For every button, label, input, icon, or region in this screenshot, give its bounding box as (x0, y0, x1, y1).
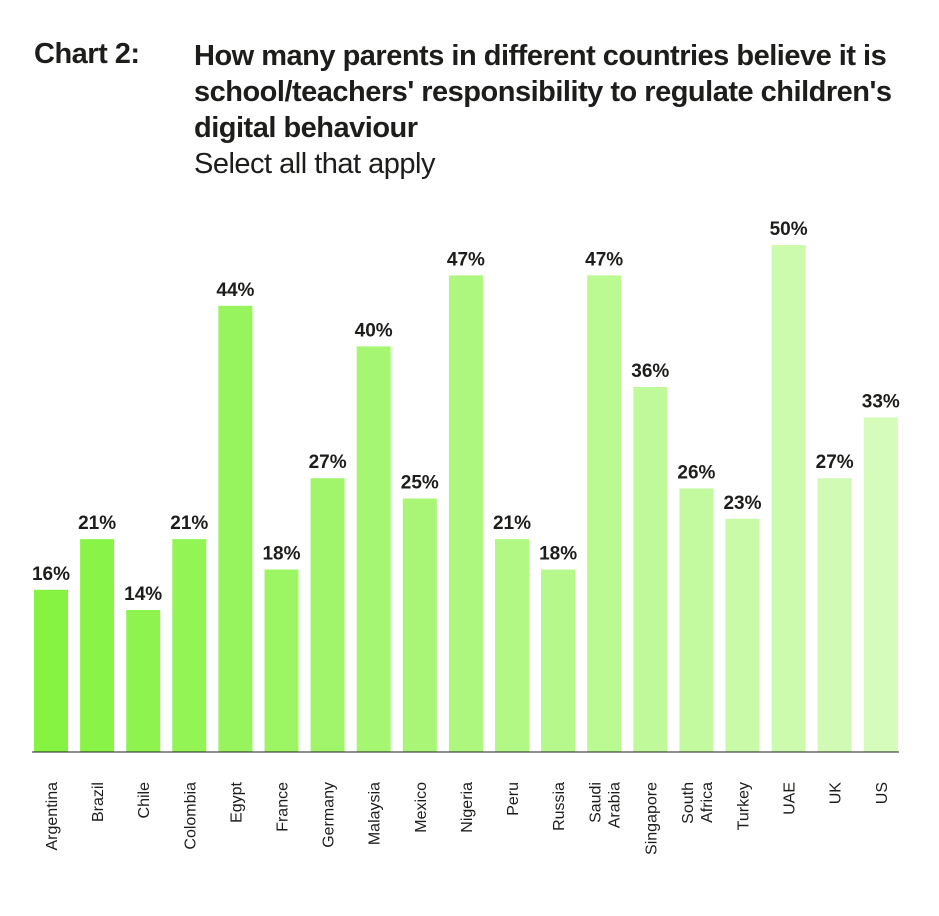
category-label: Singapore (643, 782, 660, 855)
category-label-line: Malaysia (367, 782, 384, 845)
data-label: 33% (862, 391, 900, 412)
category-label: Egypt (228, 781, 245, 822)
category-label-line: Argentina (44, 782, 61, 851)
bar (218, 305, 253, 752)
category-label-line: UAE (782, 782, 799, 815)
category-label: UAE (782, 782, 799, 815)
category-label: US (874, 782, 891, 804)
category-label-line: Turkey (736, 782, 753, 830)
data-label: 16% (32, 564, 70, 585)
category-label: Colombia (182, 782, 199, 850)
bar (448, 275, 483, 752)
data-label: 21% (78, 513, 116, 534)
bar (771, 245, 806, 752)
bar (817, 478, 852, 752)
bar (34, 589, 68, 752)
bar (80, 539, 115, 752)
data-label: 36% (631, 361, 669, 382)
category-label-line: Arabia (607, 782, 624, 828)
category-label-line: Chile (136, 782, 153, 819)
bar (495, 539, 529, 752)
category-label-line: UK (828, 782, 845, 805)
data-labels-group: 16% 21% 14% 21% 44% 18% 27% 40% 25% 47% 21% 18% 47% 3… (32, 219, 900, 605)
category-label: Brazil (90, 782, 107, 822)
bars-group (34, 245, 898, 752)
category-label-line: Brazil (90, 782, 107, 822)
bar (541, 569, 576, 752)
category-label-line: Saudi (588, 782, 605, 823)
category-label: Mexico (413, 782, 430, 833)
category-label: Nigeria (459, 782, 476, 833)
data-label: 25% (401, 473, 439, 494)
category-label: Turkey (736, 782, 753, 830)
bar (679, 488, 714, 752)
category-label-line: Nigeria (459, 782, 476, 833)
data-label: 23% (723, 493, 761, 514)
chart-subtitle: Select all that apply (194, 148, 435, 180)
data-label: 14% (124, 584, 162, 605)
title-block: How many parents in different countries … (194, 38, 914, 182)
data-label: 50% (770, 219, 808, 240)
category-label-line: US (874, 782, 891, 804)
category-label-line: Russia (551, 782, 568, 831)
data-label: 47% (585, 249, 623, 270)
bar (264, 569, 299, 752)
category-label: Germany (321, 782, 338, 848)
category-label: Peru (505, 782, 522, 816)
data-label: 47% (447, 249, 485, 270)
category-label-line: Colombia (182, 782, 199, 850)
bar (725, 518, 760, 752)
bar (172, 539, 207, 752)
bar (356, 346, 391, 752)
category-label: Malaysia (367, 782, 384, 845)
chart-number-label: Chart 2: (34, 38, 140, 70)
bar (126, 610, 161, 752)
category-label: Russia (551, 782, 568, 831)
category-label: UK (828, 782, 845, 805)
category-label-line: Singapore (643, 782, 660, 855)
bar (402, 498, 437, 752)
category-label-line: Peru (505, 782, 522, 816)
data-label: 18% (539, 544, 577, 565)
bar (310, 478, 345, 752)
data-label: 21% (170, 513, 208, 534)
bar (863, 417, 898, 752)
category-label-line: South (680, 782, 697, 824)
data-label: 27% (309, 452, 347, 473)
category-label: Chile (136, 782, 153, 819)
category-label-line: Germany (321, 782, 338, 848)
category-label-line: France (275, 782, 292, 832)
data-label: 40% (355, 320, 393, 341)
category-label: South Africa (680, 782, 716, 824)
category-label-line: Egypt (228, 781, 245, 822)
category-label: Saudi Arabia (588, 782, 624, 828)
category-label-line: Africa (699, 782, 716, 823)
data-label: 21% (493, 513, 531, 534)
bar (587, 275, 622, 752)
category-label: France (275, 782, 292, 832)
data-label: 18% (262, 544, 300, 565)
category-label-line: Mexico (413, 782, 430, 833)
data-label: 26% (677, 462, 715, 483)
category-label: Argentina (44, 782, 61, 851)
bar (633, 387, 668, 752)
category-labels-group: Argentina Brazil Chile Colombia Egypt France G… (44, 781, 891, 855)
data-label: 27% (816, 452, 854, 473)
data-label: 44% (216, 280, 254, 301)
chart-title: How many parents in different countries … (194, 40, 892, 144)
